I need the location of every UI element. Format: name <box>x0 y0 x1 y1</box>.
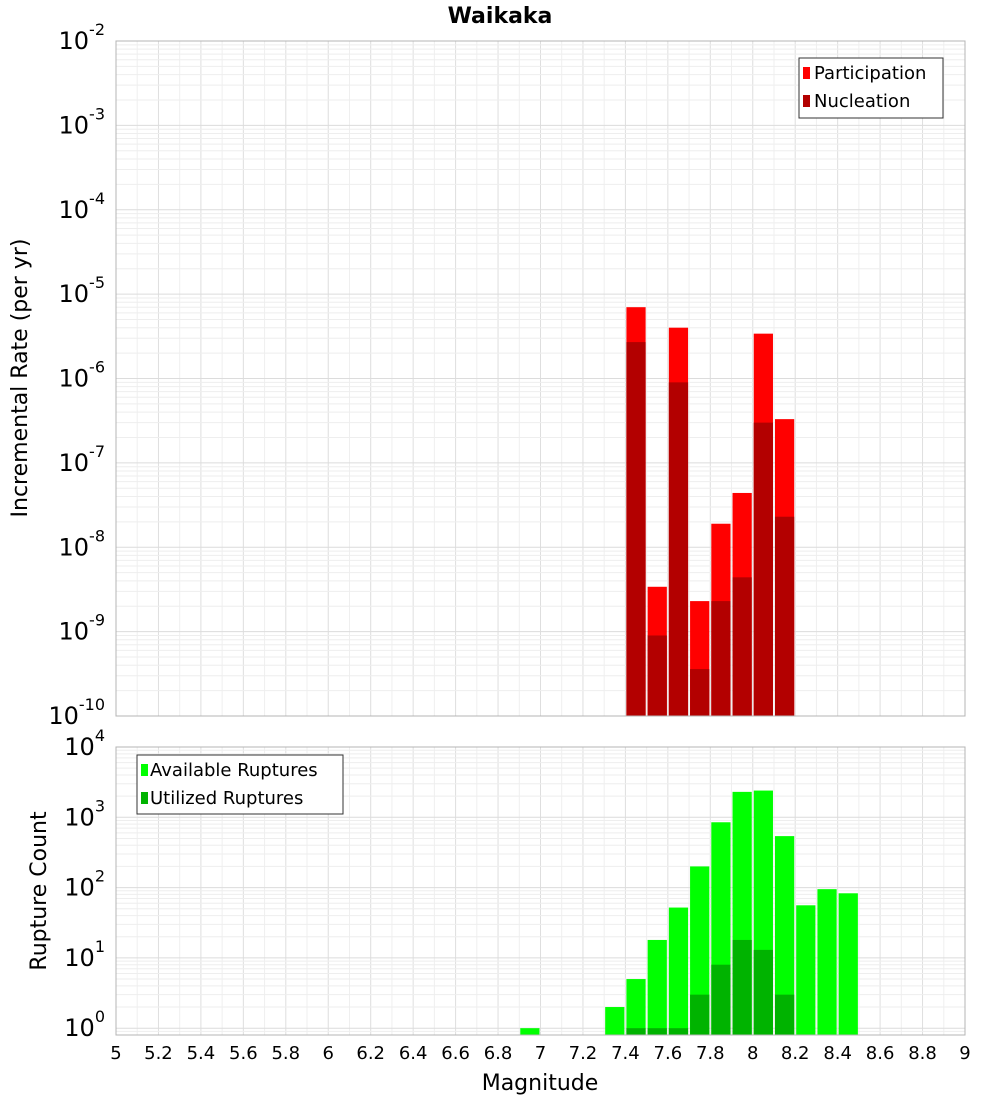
nucleation-legend-label: Nucleation <box>814 91 910 112</box>
rate-panel-bars <box>626 307 795 716</box>
utilized-ruptures-bar <box>668 1028 689 1035</box>
count-legend-box <box>136 754 344 815</box>
x-axis-label: Magnitude <box>482 1071 599 1096</box>
x-tick-label: 6.6 <box>441 1043 470 1064</box>
x-tick-label: 6 <box>323 1043 334 1064</box>
x-tick-label: 8.6 <box>866 1043 895 1064</box>
nucleation-bar <box>647 635 667 716</box>
x-tick-label: 6.8 <box>484 1043 513 1064</box>
x-tick-label: 8.8 <box>908 1043 937 1064</box>
y-tick-label: 10-6 <box>59 358 106 393</box>
available-ruptures-bar <box>774 836 795 1035</box>
y-tick-label: 10-4 <box>59 189 106 224</box>
count-y-axis-label: Rupture Count <box>27 811 52 971</box>
x-tick-label: 5.2 <box>144 1043 173 1064</box>
x-tick-label: 6.4 <box>399 1043 428 1064</box>
nucleation-bar <box>753 422 773 716</box>
x-tick-label: 5 <box>110 1043 121 1064</box>
x-tick-label: 9 <box>959 1043 970 1064</box>
magnitude-x-ticks: 5 5.2 5.4 5.6 5.8 6 6.2 6.4 6.6 6.8 7 7.2 7.4 7.6 7.8 8… <box>110 1043 970 1064</box>
rate-legend: Participation Nucleation <box>798 57 944 119</box>
y-tick-label: 10-2 <box>59 20 106 55</box>
nucleation-bar <box>732 577 752 716</box>
utilized-ruptures-bar <box>647 1028 667 1035</box>
nucleation-bar <box>668 382 689 716</box>
available-ruptures-bar <box>605 1007 625 1035</box>
available-ruptures-bar <box>817 889 837 1035</box>
available-ruptures-bar <box>838 893 858 1035</box>
utilized-ruptures-bar <box>774 994 795 1035</box>
utilized-legend-swatch <box>141 792 148 804</box>
x-tick-label: 8.2 <box>781 1043 810 1064</box>
x-tick-label: 6.2 <box>356 1043 385 1064</box>
x-tick-label: 5.4 <box>187 1043 216 1064</box>
x-tick-label: 5.8 <box>271 1043 300 1064</box>
nucleation-bar <box>626 342 646 716</box>
available-ruptures-bar <box>796 905 816 1035</box>
available-ruptures-bar <box>520 1028 540 1035</box>
participation-legend-label: Participation <box>814 63 926 84</box>
y-tick-label: 103 <box>64 796 105 831</box>
chart-title: Waikaka <box>448 4 553 29</box>
y-tick-label: 10-7 <box>59 442 106 477</box>
rate-legend-box <box>798 57 944 119</box>
count-plot-frame <box>115 746 966 1036</box>
utilized-ruptures-bar <box>753 949 773 1035</box>
y-tick-label: 10-9 <box>59 611 106 646</box>
available-ruptures-bar <box>690 866 710 1035</box>
y-tick-label: 100 <box>64 1007 105 1042</box>
available-ruptures-bar <box>647 939 667 1035</box>
nucleation-bar <box>774 516 795 716</box>
utilized-ruptures-bar <box>626 1028 646 1035</box>
count-legend: Available Ruptures Utilized Ruptures <box>136 754 344 815</box>
rate-panel: Waikaka 10-1010-910-810-710-610-510-410-… <box>8 4 966 730</box>
y-tick-label: 10-5 <box>59 273 106 308</box>
rate-panel-grid <box>115 40 966 717</box>
count-panel: 100 101 102 103 104 5 5.2 5.4 5.6 5.8 6 6.2 6.4 6.6 6… <box>27 726 971 1096</box>
rate-plot-frame <box>115 40 966 717</box>
y-tick-label: 101 <box>64 937 105 972</box>
x-tick-label: 7.2 <box>569 1043 598 1064</box>
x-tick-label: 8 <box>747 1043 758 1064</box>
available-ruptures-bar <box>626 979 646 1035</box>
available-legend-swatch <box>141 764 148 776</box>
y-tick-label: 10-8 <box>59 526 106 561</box>
available-ruptures-bar <box>668 907 689 1035</box>
participation-legend-swatch <box>803 67 810 79</box>
count-y-ticks: 100 101 102 103 104 <box>64 726 105 1042</box>
available-legend-label: Available Ruptures <box>150 760 318 781</box>
x-tick-label: 5.6 <box>229 1043 258 1064</box>
x-tick-label: 7 <box>535 1043 546 1064</box>
x-tick-label: 8.4 <box>823 1043 852 1064</box>
x-tick-label: 7.8 <box>696 1043 725 1064</box>
utilized-ruptures-bar <box>732 939 752 1035</box>
utilized-legend-label: Utilized Ruptures <box>150 788 303 809</box>
y-tick-label: 104 <box>64 726 105 761</box>
x-tick-label: 7.6 <box>654 1043 683 1064</box>
nucleation-bar <box>711 601 731 716</box>
nucleation-legend-swatch <box>803 95 810 107</box>
nucleation-bar <box>690 669 710 716</box>
count-panel-bars <box>520 790 858 1035</box>
y-tick-label: 10-3 <box>59 104 106 139</box>
rate-y-axis-label: Incremental Rate (per yr) <box>8 239 33 518</box>
utilized-ruptures-bar <box>711 964 731 1035</box>
utilized-ruptures-bar <box>690 994 710 1035</box>
rate-y-ticks: 10-10 10-9 10-8 10-7 10-6 10-5 10-4 10-3 10-2 <box>48 20 105 730</box>
y-tick-label: 10-10 <box>48 695 105 730</box>
y-tick-label: 102 <box>64 867 105 902</box>
x-tick-label: 7.4 <box>611 1043 640 1064</box>
